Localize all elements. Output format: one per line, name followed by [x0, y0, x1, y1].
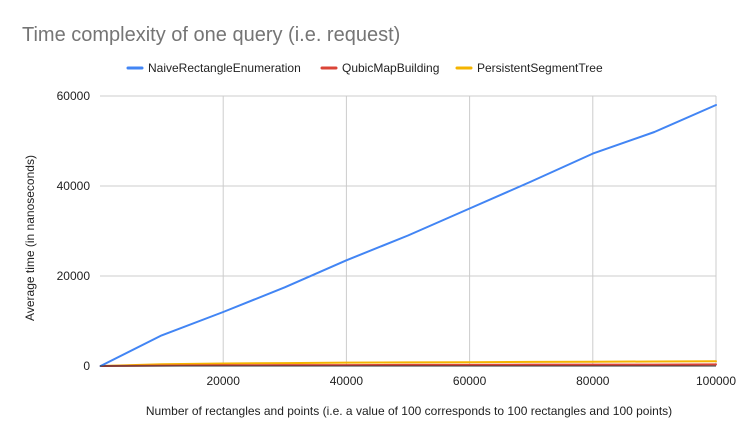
x-tick-label: 80000: [576, 374, 610, 388]
y-axis-title: Average time (in nanoseconds): [23, 155, 37, 321]
x-axis-title: Number of rectangles and points (i.e. a …: [146, 404, 672, 418]
legend-label: PersistentSegmentTree: [477, 61, 603, 75]
y-tick-labels: 0 20000 40000 60000: [57, 89, 91, 373]
legend-item: NaiveRectangleEnumeration: [126, 61, 301, 75]
y-tick-label: 20000: [57, 269, 91, 283]
y-tick-label: 40000: [57, 179, 91, 193]
legend: NaiveRectangleEnumeration QubicMapBuildin…: [126, 61, 603, 75]
series-line-QubicMapBuilding: [99, 363, 717, 367]
x-tick-label: 100000: [696, 374, 736, 388]
x-tick-labels: 20000 40000 60000 80000 100000: [207, 374, 737, 388]
gridlines: [100, 95, 717, 366]
x-tick-label: 40000: [330, 374, 364, 388]
series-layer: [99, 104, 717, 367]
series-line-PersistentSegmentTree: [99, 360, 717, 367]
legend-item: QubicMapBuilding: [320, 61, 439, 75]
y-tick-label: 0: [83, 359, 90, 373]
series-line-NaiveRectangleEnumeration: [99, 104, 717, 367]
x-tick-label: 60000: [453, 374, 487, 388]
y-tick-label: 60000: [57, 89, 91, 103]
chart-title: Time complexity of one query (i.e. reque…: [22, 24, 400, 46]
legend-label: QubicMapBuilding: [342, 61, 439, 75]
legend-label: NaiveRectangleEnumeration: [148, 61, 301, 75]
x-tick-label: 20000: [207, 374, 241, 388]
legend-item: PersistentSegmentTree: [455, 61, 603, 75]
